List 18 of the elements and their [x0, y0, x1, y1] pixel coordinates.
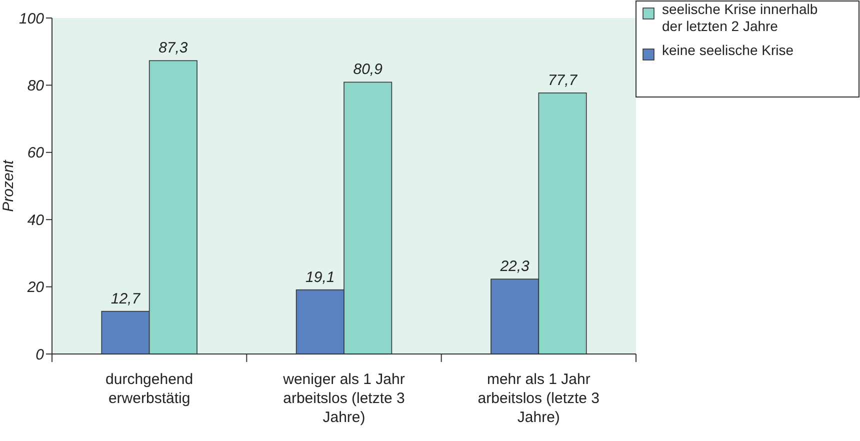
legend-label: keine seelische Krise — [662, 42, 794, 58]
x-tick-label: mehr als 1 Jahr arbeitslos (letzte 3 Jahre) — [478, 371, 600, 426]
y-tick-label: 20 — [26, 279, 45, 296]
x-tick-label: weniger als 1 Jahr arbeitslos (letzte 3 Jahre) — [282, 371, 405, 426]
y-tick-label: 40 — [27, 212, 45, 229]
legend-label: seelische Krise innerhalb der letzten 2 Jahre — [662, 1, 818, 34]
data-label: 77,7 — [548, 72, 578, 89]
data-label: 19,1 — [306, 268, 335, 286]
x-tick-label: durchgehend erwerbstätig — [106, 371, 194, 407]
data-label: 22,3 — [499, 258, 530, 276]
y-tick-label: 0 — [36, 346, 45, 364]
y-tick-label: 100 — [18, 10, 45, 28]
y-axis-title: Prozent — [0, 159, 17, 212]
y-tick-label: 80 — [27, 77, 45, 94]
data-label: 87,3 — [158, 40, 188, 57]
data-label: 12,7 — [110, 290, 141, 308]
y-tick-label: 60 — [27, 144, 45, 162]
data-label: 80,9 — [353, 61, 384, 78]
